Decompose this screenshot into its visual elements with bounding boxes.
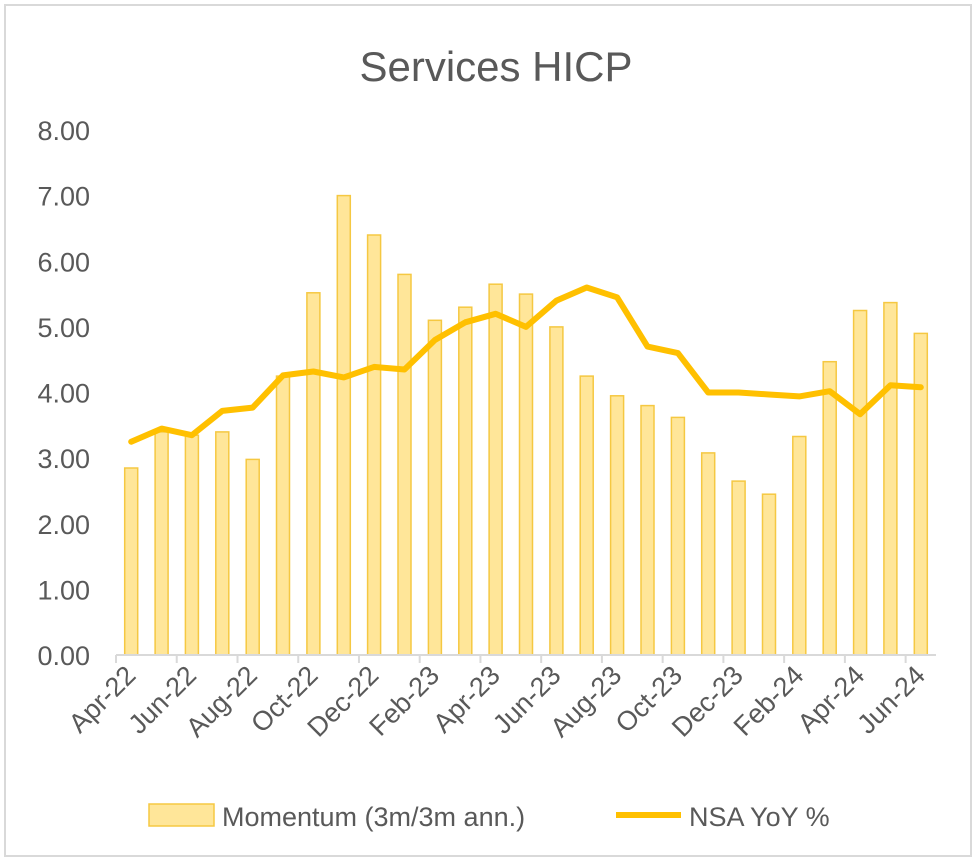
momentum-bars bbox=[123, 194, 929, 656]
momentum-bar bbox=[215, 431, 230, 656]
legend-label-momentum: Momentum (3m/3m ann.) bbox=[222, 802, 525, 832]
momentum-bar bbox=[883, 301, 898, 656]
momentum-bar bbox=[275, 375, 291, 656]
momentum-bar bbox=[154, 431, 169, 656]
legend: Momentum (3m/3m ann.) NSA YoY % bbox=[148, 802, 830, 832]
momentum-bar bbox=[397, 273, 412, 656]
momentum-bar bbox=[852, 309, 868, 656]
momentum-bar bbox=[458, 306, 473, 656]
momentum-bar bbox=[336, 194, 352, 656]
momentum-bar bbox=[488, 283, 503, 656]
y-tick-label: 5.00 bbox=[37, 313, 90, 343]
y-tick-label: 1.00 bbox=[37, 575, 90, 605]
momentum-bar bbox=[123, 467, 139, 656]
y-tick-label: 3.00 bbox=[37, 444, 90, 474]
yoy-line bbox=[128, 284, 924, 445]
x-tick-label: Jun-24 bbox=[851, 660, 931, 740]
momentum-bar bbox=[245, 458, 260, 656]
x-tick-label: Feb-24 bbox=[728, 660, 810, 742]
momentum-bar bbox=[518, 293, 534, 656]
chart-frame: Services HICP 0.00 1.00 2.00 3.00 4.00 5.00 6.… bbox=[4, 4, 972, 857]
chart-canvas: Services HICP 0.00 1.00 2.00 3.00 4.00 5.00 6.… bbox=[37, 43, 936, 832]
momentum-bar bbox=[427, 319, 443, 656]
y-tick-label: 6.00 bbox=[37, 247, 90, 277]
momentum-bar bbox=[549, 326, 564, 656]
y-tick-label: 0.00 bbox=[37, 641, 90, 671]
momentum-bar bbox=[761, 493, 777, 656]
y-tick-label: 2.00 bbox=[37, 510, 90, 540]
chart-title: Services HICP bbox=[359, 43, 632, 90]
momentum-bar bbox=[366, 234, 382, 656]
y-tick-label: 8.00 bbox=[37, 116, 90, 146]
y-tick-label: 4.00 bbox=[37, 379, 90, 409]
momentum-bar bbox=[792, 435, 807, 656]
momentum-bar bbox=[640, 404, 655, 656]
legend-label-yoy: NSA YoY % bbox=[689, 802, 830, 832]
momentum-bar bbox=[670, 416, 686, 656]
momentum-bar bbox=[700, 452, 716, 656]
momentum-bar bbox=[306, 292, 321, 656]
yoy-line-layer bbox=[128, 284, 924, 445]
momentum-bar bbox=[609, 395, 625, 656]
y-tick-label: 7.00 bbox=[37, 182, 90, 212]
momentum-bar bbox=[913, 332, 929, 656]
legend-swatch-momentum bbox=[148, 803, 215, 827]
momentum-bar bbox=[731, 480, 746, 656]
momentum-bar bbox=[184, 434, 200, 656]
x-tick-label: Feb-23 bbox=[363, 660, 445, 742]
momentum-bar bbox=[579, 375, 594, 656]
momentum-bar bbox=[822, 360, 837, 656]
